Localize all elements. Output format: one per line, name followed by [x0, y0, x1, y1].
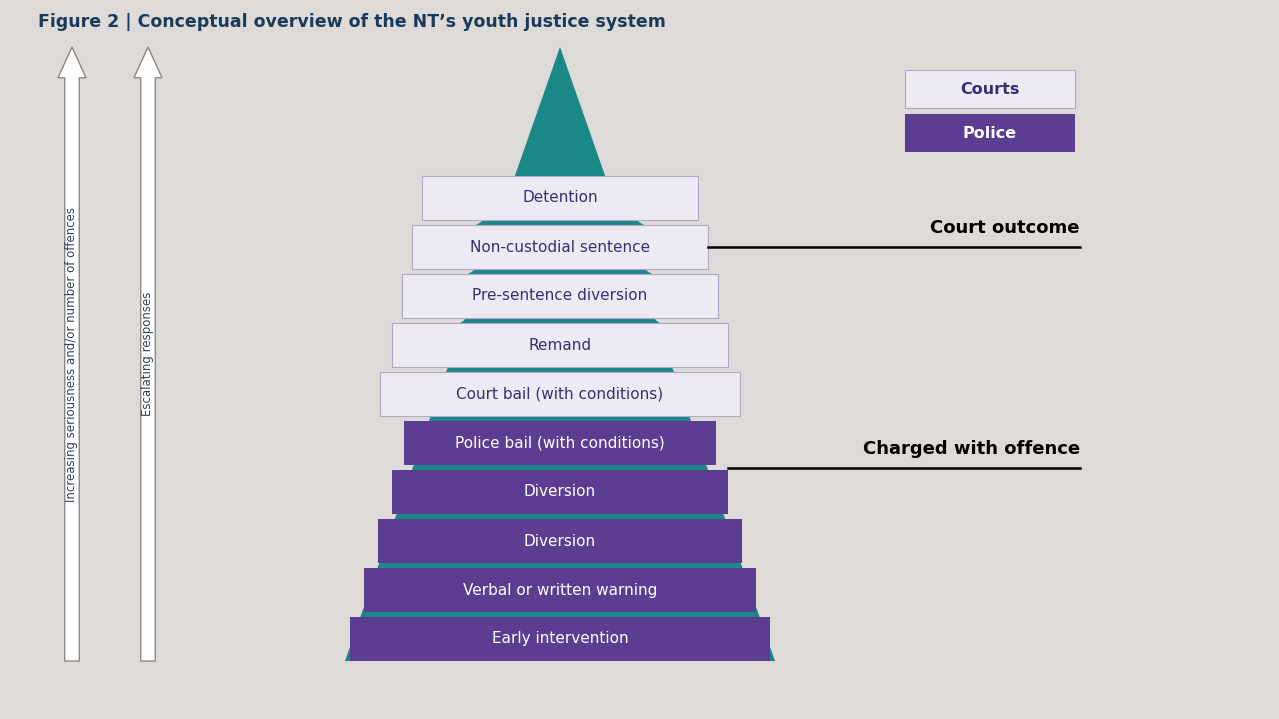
Text: Escalating responses: Escalating responses [142, 292, 155, 416]
FancyBboxPatch shape [380, 372, 741, 416]
Text: Charged with offence: Charged with offence [863, 439, 1079, 457]
FancyBboxPatch shape [422, 176, 698, 220]
Polygon shape [58, 47, 86, 661]
Text: Detention: Detention [522, 191, 597, 206]
FancyBboxPatch shape [379, 519, 742, 563]
FancyBboxPatch shape [391, 470, 728, 514]
Text: Remand: Remand [528, 337, 592, 352]
Text: Non-custodial sentence: Non-custodial sentence [469, 239, 650, 255]
Polygon shape [476, 220, 645, 225]
Polygon shape [468, 269, 652, 274]
FancyBboxPatch shape [906, 114, 1076, 152]
Text: Courts: Courts [961, 81, 1019, 96]
FancyBboxPatch shape [906, 70, 1076, 108]
FancyBboxPatch shape [365, 568, 756, 612]
Text: Early intervention: Early intervention [491, 631, 628, 646]
Polygon shape [455, 367, 665, 372]
Polygon shape [134, 47, 162, 661]
Polygon shape [345, 47, 775, 661]
FancyBboxPatch shape [404, 421, 716, 465]
Text: Court outcome: Court outcome [931, 219, 1079, 237]
Text: Verbal or written warning: Verbal or written warning [463, 582, 657, 597]
Polygon shape [460, 318, 660, 323]
Text: Police: Police [963, 126, 1017, 140]
Text: Court bail (with conditions): Court bail (with conditions) [457, 387, 664, 401]
Text: Pre-sentence diversion: Pre-sentence diversion [472, 288, 647, 303]
Polygon shape [540, 148, 579, 174]
FancyBboxPatch shape [350, 617, 770, 661]
Text: Diversion: Diversion [524, 485, 596, 500]
FancyBboxPatch shape [412, 225, 709, 269]
FancyBboxPatch shape [391, 323, 728, 367]
Text: Diversion: Diversion [524, 533, 596, 549]
FancyBboxPatch shape [402, 274, 718, 318]
Text: Police bail (with conditions): Police bail (with conditions) [455, 436, 665, 451]
Text: Increasing seriousness and/or number of offences: Increasing seriousness and/or number of … [65, 206, 78, 501]
Text: Figure 2 | Conceptual overview of the NT’s youth justice system: Figure 2 | Conceptual overview of the NT… [38, 13, 666, 31]
